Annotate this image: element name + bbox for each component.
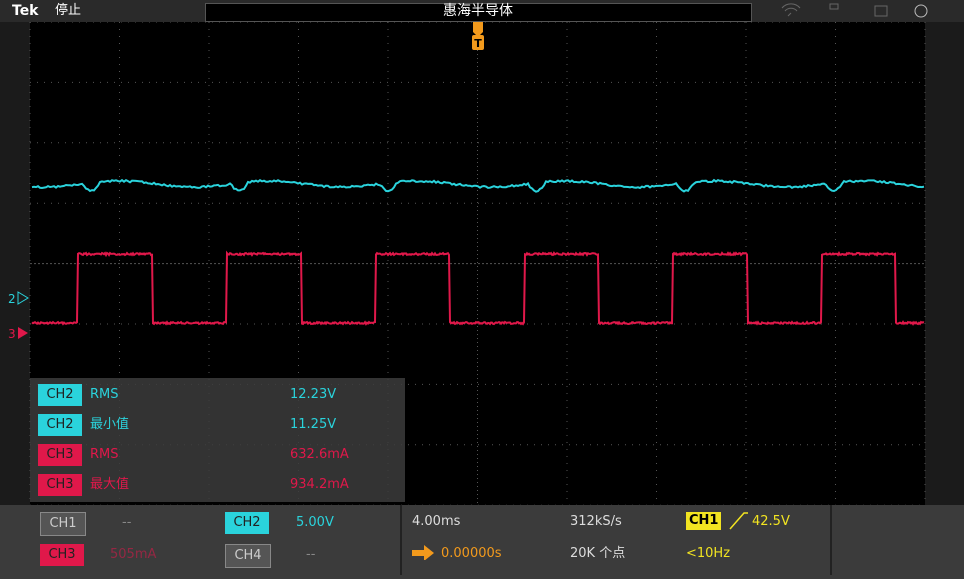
measure-value: 11.25V xyxy=(290,415,336,435)
title: 惠海半导体 xyxy=(443,1,513,21)
screenshot-icon[interactable] xyxy=(875,6,887,16)
measure-name: 最小值 xyxy=(90,415,129,435)
ch2-marker-label: 2 xyxy=(8,292,16,306)
measure-name: RMS xyxy=(90,445,119,465)
channel-button[interactable]: CH3 xyxy=(40,544,84,566)
measure-channel[interactable]: CH2 xyxy=(38,384,82,406)
channel-button[interactable]: CH1 xyxy=(40,512,86,536)
measure-channel[interactable]: CH3 xyxy=(38,474,82,496)
status-icons xyxy=(780,2,940,20)
channel-scale[interactable]: 5.00V xyxy=(296,513,334,533)
trigger-frequency: <10Hz xyxy=(686,544,730,564)
divider xyxy=(830,505,832,575)
divider xyxy=(400,505,402,575)
bottom-bar xyxy=(0,505,964,579)
measure-value: 934.2mA xyxy=(290,475,349,495)
brand: Tek xyxy=(12,1,39,21)
measure-channel[interactable]: CH2 xyxy=(38,414,82,436)
channel-button[interactable]: CH4 xyxy=(225,544,271,568)
channel-button[interactable]: CH2 xyxy=(225,512,269,534)
channel-scale[interactable]: 505mA xyxy=(110,545,156,565)
run-status[interactable]: 停止 xyxy=(55,1,81,21)
measure-value: 12.23V xyxy=(290,385,336,405)
slope xyxy=(730,513,748,529)
slope-icon xyxy=(728,511,748,531)
wifi-icon xyxy=(782,4,800,16)
ch3-marker-label: 3 xyxy=(8,327,16,341)
measure-name: RMS xyxy=(90,385,119,405)
trigger-source[interactable]: CH1 xyxy=(686,512,721,530)
measure-name: 最大值 xyxy=(90,475,129,495)
channel-scale[interactable]: -- xyxy=(306,545,315,565)
trigger-level[interactable]: 42.5V xyxy=(752,512,790,532)
sample-rate[interactable]: 312kS/s xyxy=(570,512,622,532)
help-icon[interactable] xyxy=(915,5,927,17)
ch3-marker xyxy=(18,327,28,339)
ch2-marker xyxy=(18,292,28,304)
horizontal-scale[interactable]: 4.00ms xyxy=(412,512,460,532)
record-length[interactable]: 20K 个点 xyxy=(570,544,625,564)
trigger-marker: T xyxy=(474,37,482,50)
network-icon xyxy=(830,4,838,9)
arrow xyxy=(412,545,434,560)
horizontal-position[interactable]: 0.00000s xyxy=(441,544,502,564)
position-arrow xyxy=(412,544,436,560)
measure-channel[interactable]: CH3 xyxy=(38,444,82,466)
measure-value: 632.6mA xyxy=(290,445,349,465)
channel-scale[interactable]: -- xyxy=(122,513,131,533)
